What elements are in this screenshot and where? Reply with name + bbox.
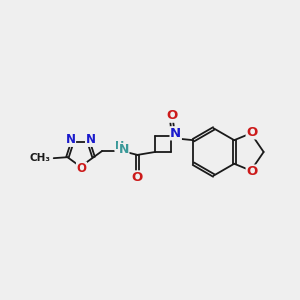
Text: CH₃: CH₃ — [30, 153, 51, 163]
Text: N: N — [85, 134, 96, 146]
Text: O: O — [132, 171, 143, 184]
Text: N: N — [65, 134, 76, 146]
Text: O: O — [76, 162, 86, 175]
Text: N: N — [170, 127, 181, 140]
Text: O: O — [246, 126, 257, 139]
Text: N: N — [118, 143, 129, 157]
Text: O: O — [246, 165, 257, 178]
Text: O: O — [166, 109, 177, 122]
Text: H: H — [115, 141, 124, 151]
